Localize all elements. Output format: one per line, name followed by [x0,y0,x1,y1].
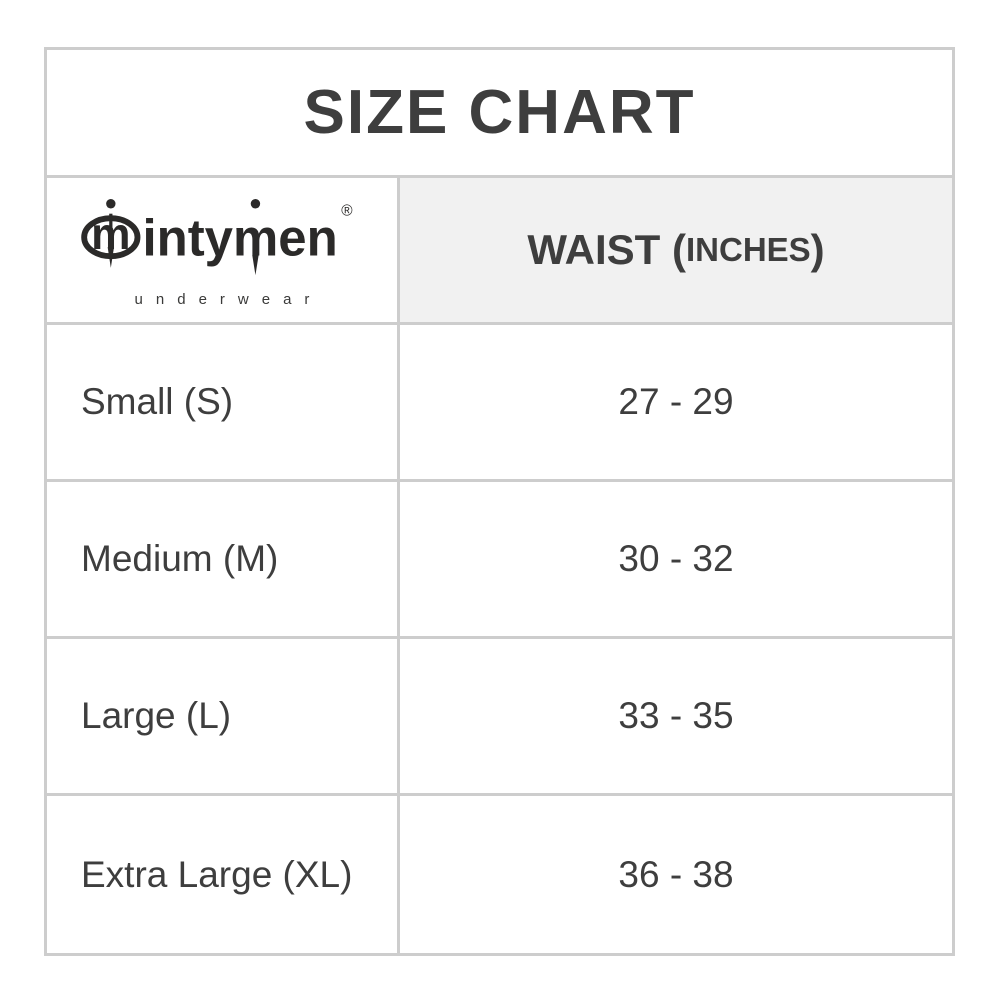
table-row-xl-size: Extra Large (XL) [47,796,400,953]
table-row-small-waist: 27 - 29 [400,325,952,482]
table-row-medium-waist: 30 - 32 [400,482,952,639]
size-label: Extra Large (XL) [81,853,353,895]
waist-value: 36 - 38 [618,853,734,895]
waist-value: 30 - 32 [618,538,734,579]
waist-value: 33 - 35 [618,695,734,736]
logo-mark-tail [107,247,114,268]
size-label: Medium (M) [81,538,279,579]
logo-mark-stem [109,213,113,230]
intymen-logo-icon: m intymen ® [81,199,353,276]
table-row-medium-size: Medium (M) [47,482,400,639]
registered-mark-icon: ® [341,203,353,220]
size-label: Large (L) [81,695,232,736]
logo-brand-text: intymen [142,208,337,266]
table-row-large-waist: 33 - 35 [400,639,952,796]
title-row: SIZE CHART [47,50,952,178]
waist-header-label: WAIST ( [527,226,686,273]
size-label: Small (S) [81,381,234,422]
logo-subtext: underwear [134,291,323,308]
logo-men-dot-icon [250,199,261,209]
brand-logo-cell: m intymen ® underwear [47,178,400,325]
table-row-xl-waist: 36 - 38 [400,796,952,953]
column-header-waist: WAIST (INCHES) [400,178,952,325]
waist-header-close: ) [810,226,825,273]
page-title: SIZE CHART [303,78,696,147]
logo-men-tail [252,255,259,276]
waist-header-unit: INCHES [685,231,811,268]
waist-value: 27 - 29 [618,381,734,422]
logo-mark-dot-icon [106,199,116,209]
size-chart-table: SIZE CHART m intymen ® underwear WAIST (… [44,47,955,956]
table-row-small-size: Small (S) [47,325,400,482]
table-row-large-size: Large (L) [47,639,400,796]
